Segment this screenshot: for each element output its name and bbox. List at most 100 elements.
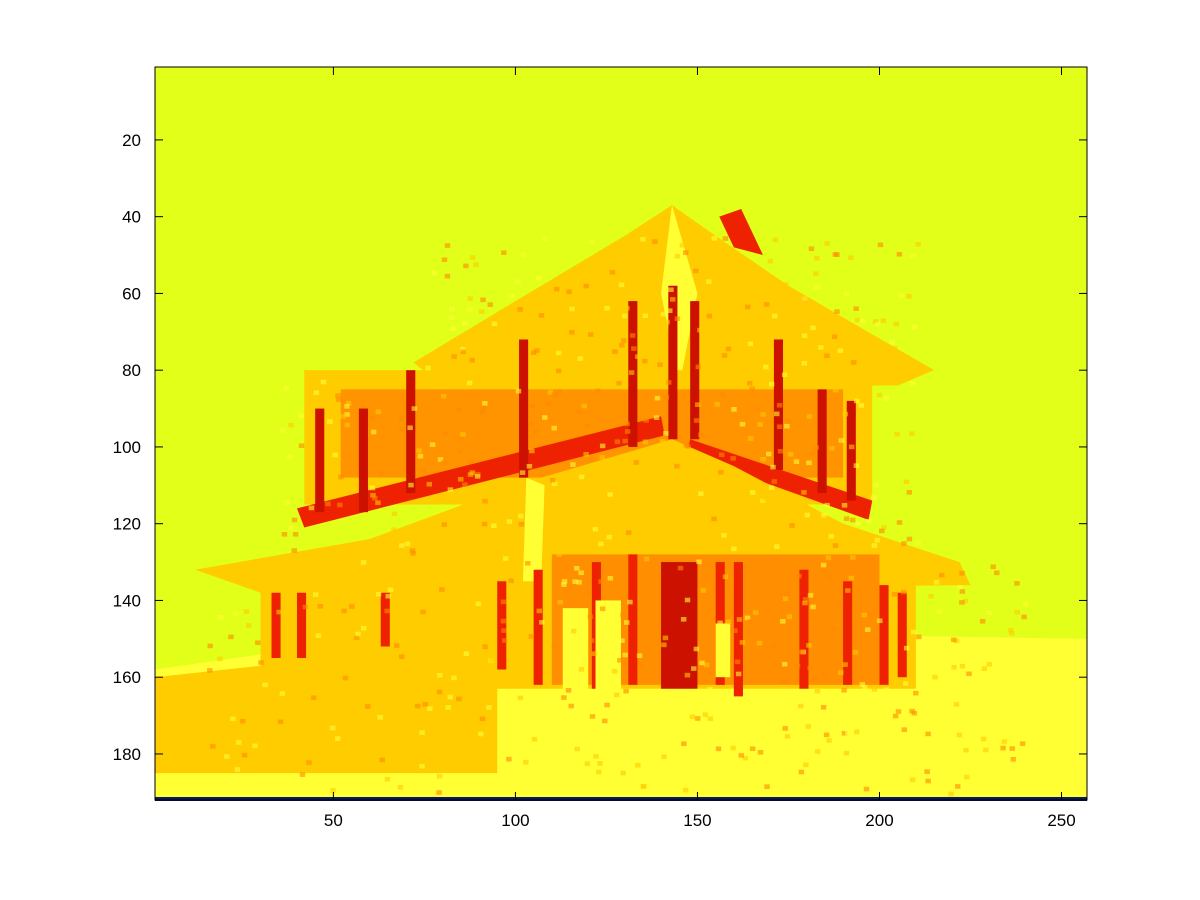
heatmap-speckle [721, 353, 728, 358]
heatmap-speckle [756, 640, 763, 646]
y-tick-label: 20 [122, 131, 141, 150]
heatmap-speckle [653, 415, 660, 420]
heatmap-speckle [698, 491, 704, 496]
heatmap-speckle [384, 776, 391, 782]
heatmap-speckle [800, 778, 807, 784]
heatmap-speckle [355, 631, 361, 637]
heatmap-speckle [909, 777, 916, 783]
heatmap-speckle [875, 746, 882, 751]
heatmap-speckle [456, 696, 462, 702]
heatmap-speckle [561, 695, 567, 700]
heatmap-speckle [467, 296, 473, 301]
heatmap-speckle [335, 393, 341, 398]
heatmap-speckle [731, 407, 737, 412]
heatmap-speckle [654, 395, 661, 401]
heatmap-speckle [593, 754, 599, 759]
heatmap-speckle [591, 478, 598, 483]
heatmap-speckle [707, 687, 713, 692]
heatmap-speckle [906, 490, 913, 495]
heatmap-speckle [821, 672, 827, 678]
heatmap-speckle [583, 452, 589, 457]
heatmap-speckle [232, 611, 239, 616]
heatmap-speckle [1017, 708, 1023, 713]
heatmap-speckle [730, 745, 736, 751]
heatmap-speckle [409, 548, 416, 553]
heatmap-speckle [444, 273, 451, 279]
heatmap-speckle [617, 657, 623, 663]
heatmap-speckle [948, 791, 954, 797]
heatmap-speckle [643, 418, 649, 423]
heatmap-speckle [373, 376, 380, 382]
heatmap-speckle [825, 555, 832, 561]
heatmap-speckle [425, 365, 431, 371]
heatmap-speckle [662, 635, 669, 641]
heatmap-speckle [1009, 746, 1015, 751]
heatmap-speckle [661, 754, 667, 760]
heatmap-speckle [684, 597, 691, 603]
heatmap-speckle [335, 397, 342, 402]
heatmap-speckle [677, 565, 684, 571]
heatmap-speckle [879, 528, 885, 534]
heatmap-speckle [431, 576, 438, 581]
heatmap-speckle [523, 760, 529, 765]
y-tick-label: 80 [122, 361, 141, 380]
heatmap-speckle [889, 339, 895, 345]
heatmap-speckle [463, 263, 469, 269]
heatmap-speckle [880, 318, 887, 323]
heatmap-speckle [506, 582, 513, 588]
heatmap-speckle [953, 702, 960, 707]
heatmap-speckle [480, 725, 486, 731]
heatmap-speckle [606, 534, 612, 540]
heatmap-speckle [553, 286, 560, 292]
heatmap-speckle [456, 527, 463, 532]
x-tick-label: 50 [324, 811, 343, 830]
heatmap-speckle [536, 608, 543, 614]
heatmap-speckle [387, 587, 394, 593]
heatmap-speckle [664, 319, 670, 325]
heatmap-speckle [922, 580, 929, 586]
heatmap-speckle [1008, 627, 1014, 633]
heatmap-speckle [377, 570, 383, 575]
x-tick-label: 150 [683, 811, 711, 830]
heatmap-speckle [854, 317, 861, 323]
heatmap-speckle [734, 659, 741, 665]
heatmap-speckle [569, 329, 575, 335]
heatmap-speckle [602, 718, 608, 724]
heatmap-lower-column [497, 581, 507, 670]
heatmap-speckle [682, 250, 689, 255]
heatmap-speckle [841, 687, 847, 693]
y-tick-label: 40 [122, 208, 141, 227]
heatmap-speckle [875, 729, 882, 734]
heatmap-speckle [528, 421, 534, 427]
heatmap-speckle [360, 582, 366, 588]
y-tick-label: 120 [113, 515, 141, 534]
heatmap-speckle [302, 604, 309, 610]
heatmap-speckle [419, 590, 425, 596]
heatmap-speckle [700, 588, 707, 593]
heatmap-speckle [718, 452, 725, 458]
heatmap-speckle [462, 320, 469, 326]
heatmap-speckle [831, 334, 838, 340]
heatmap-speckle [666, 380, 672, 385]
heatmap-roof-ridge [661, 205, 698, 386]
heatmap-speckle [616, 380, 622, 386]
heatmap-speckle [809, 714, 815, 719]
heatmap-speckle [717, 524, 723, 530]
heatmap-speckle [240, 718, 246, 724]
heatmap-speckle [994, 570, 1000, 576]
heatmap-speckle [769, 518, 776, 524]
heatmap-speckle [470, 495, 477, 501]
heatmap-speckle [398, 543, 405, 548]
heatmap-speckle [1001, 739, 1008, 744]
heatmap-speckle [640, 784, 647, 789]
heatmap-speckle [642, 439, 649, 445]
heatmap-speckle [980, 736, 987, 742]
heatmap-speckle [391, 527, 397, 532]
heatmap-speckle [413, 554, 420, 560]
heatmap-speckle [649, 515, 656, 521]
heatmap-speckle [843, 750, 850, 756]
heatmap-speckle [828, 533, 835, 539]
heatmap-speckle [460, 349, 467, 355]
heatmap-speckle [526, 463, 533, 469]
x-tick-label: 200 [865, 811, 893, 830]
